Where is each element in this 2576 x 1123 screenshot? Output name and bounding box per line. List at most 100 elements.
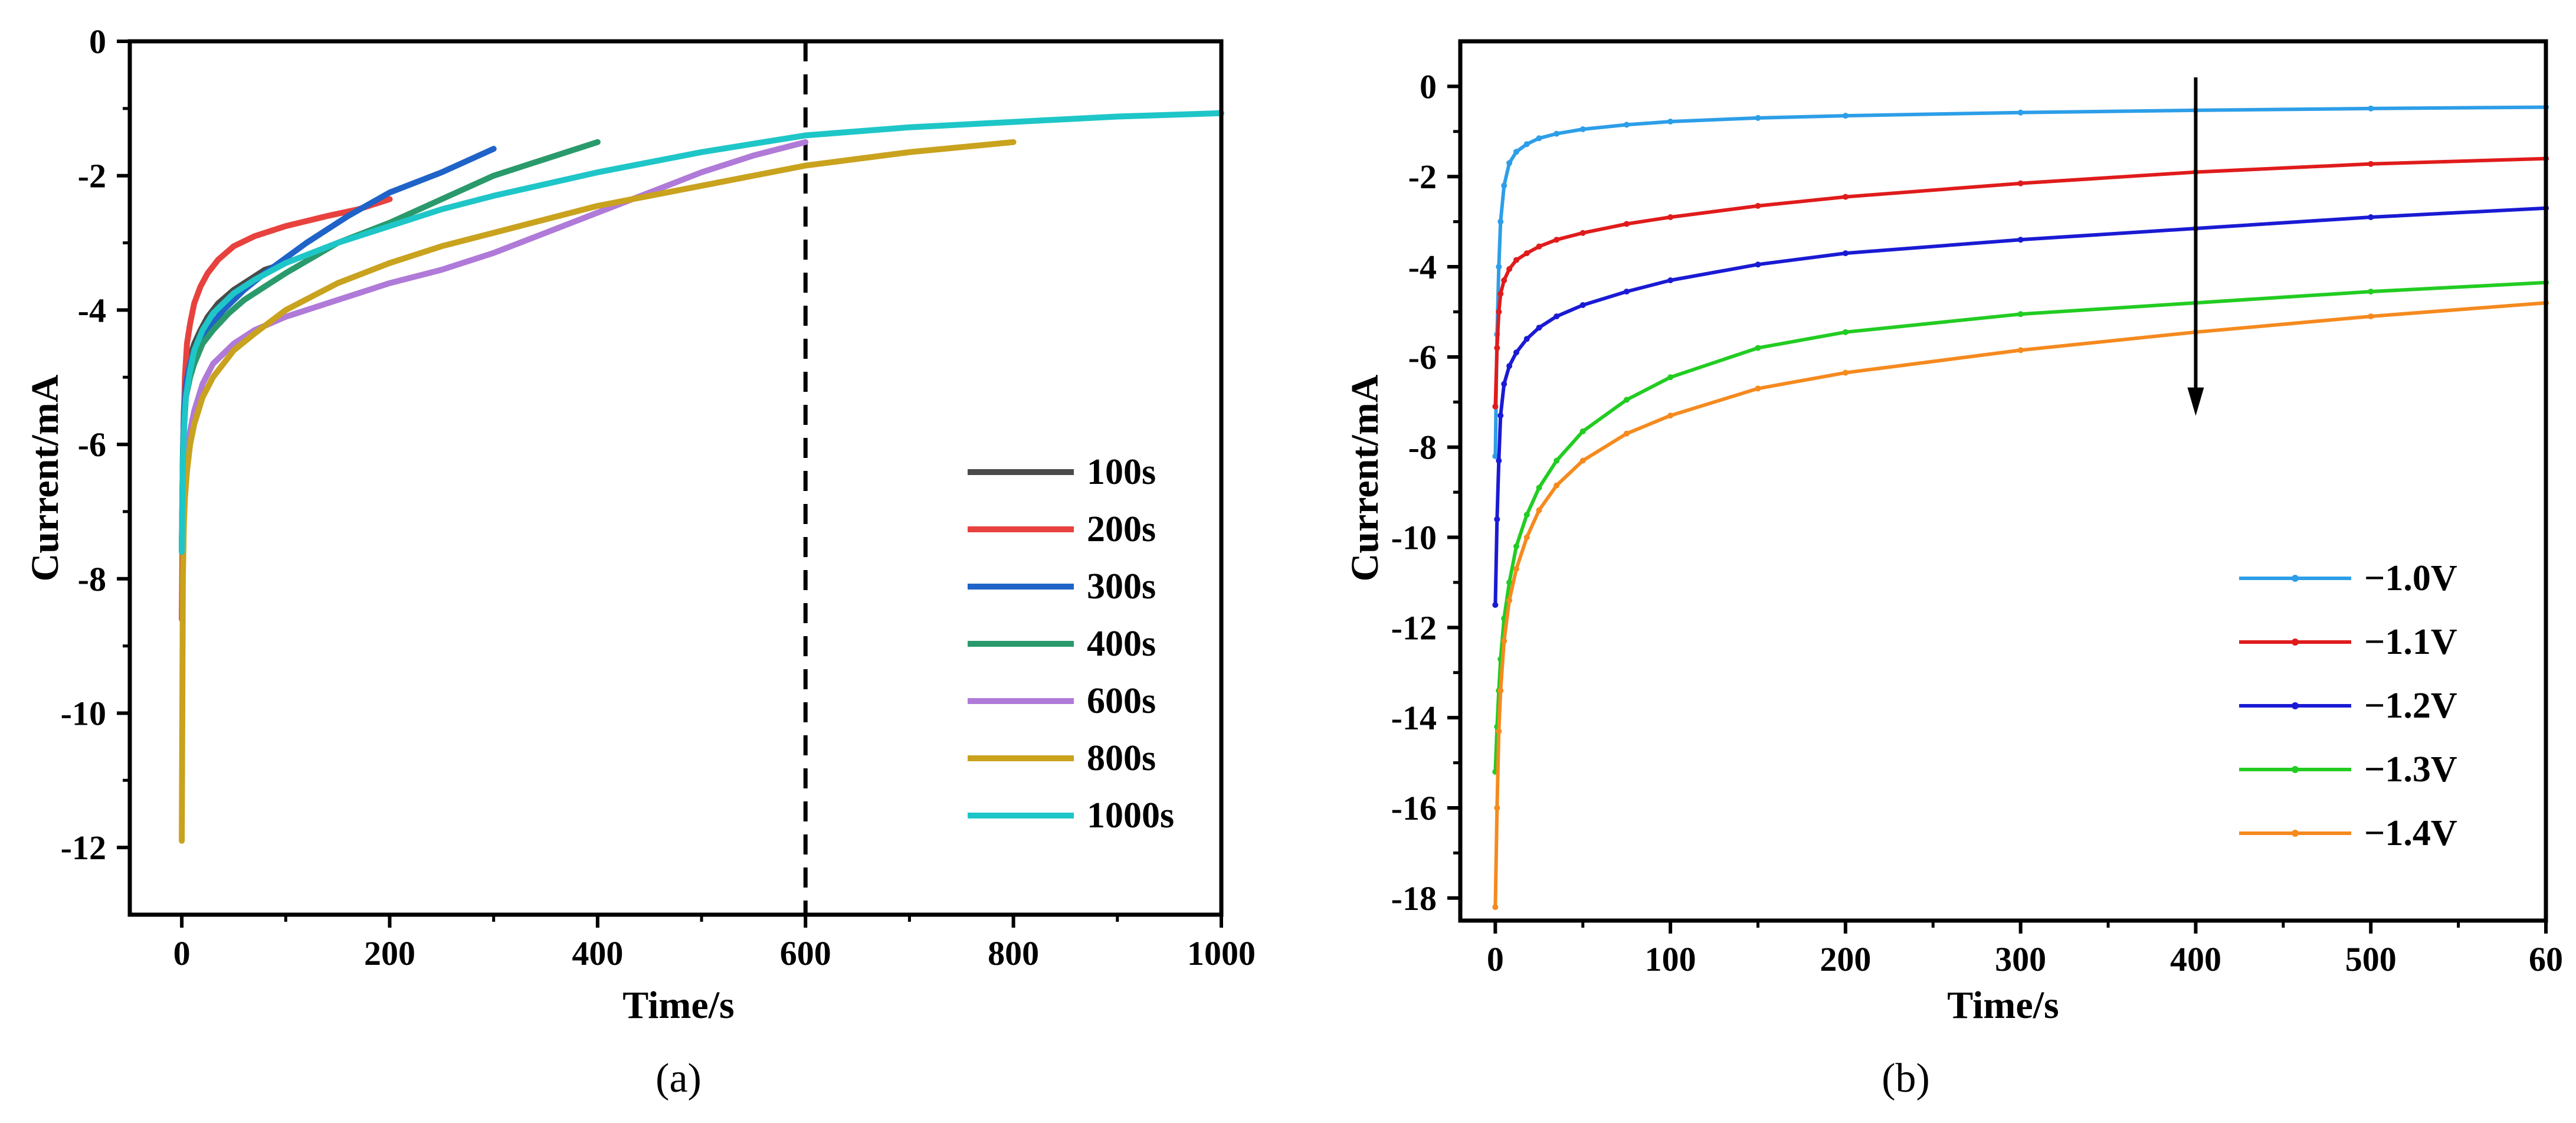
panel-a-x-axis: 0 200 400 600 800 1000: [173, 915, 1256, 973]
b-y-tick-label: -18: [1391, 879, 1437, 918]
b-series-point-0: [1536, 135, 1542, 142]
b-series-point-1: [1554, 237, 1560, 243]
b-legend-label-4: −1.4V: [2364, 813, 2457, 853]
b-legend-marker-1: [2292, 639, 2299, 646]
panel-b-arrow-head: [2187, 387, 2204, 416]
b-series-point-3: [2368, 289, 2374, 295]
b-series-point-0: [1554, 130, 1560, 137]
a-series-line-3: [179, 139, 601, 555]
b-series-point-0: [1755, 114, 1761, 121]
b-series-point-2: [1523, 336, 1530, 342]
b-series-point-4: [1497, 687, 1504, 694]
panel-a-legend: 100s 200s 300s 400s 600s 800s 1000s: [968, 452, 1174, 836]
a-legend-label-2: 300s: [1087, 567, 1156, 607]
b-series-point-1: [1536, 243, 1542, 250]
b-series-line-1: [1493, 156, 2548, 408]
b-x-tick-label: 300: [1995, 940, 2046, 978]
b-series-point-1: [1492, 403, 1499, 410]
panel-a-x-axis-title: Time/s: [622, 984, 734, 1027]
b-series-point-3: [1536, 484, 1542, 491]
panel-a-chart: 0 200 400 600 800 1000 0 -2 -4 -6 -8 -10 -12 Time/s…: [24, 22, 1256, 1101]
b-series-point-0: [1623, 122, 1630, 128]
b-legend-label-0: −1.0V: [2364, 558, 2457, 598]
a-series-line-5: [179, 139, 1017, 844]
b-series-point-2: [2368, 214, 2374, 220]
b-series-point-0: [1513, 149, 1519, 155]
a-legend-label-4: 600s: [1087, 681, 1156, 721]
b-series-line-0: [1493, 105, 2548, 458]
a-legend-label-6: 1000s: [1087, 795, 1174, 836]
b-series-point-0: [1497, 218, 1504, 225]
b-series-point-1: [1501, 277, 1507, 283]
panel-a-series-layer: [179, 110, 1224, 844]
b-x-tick-label: 100: [1645, 940, 1696, 978]
b-series-point-2: [1579, 302, 1586, 308]
b-legend-marker-2: [2292, 702, 2299, 709]
a-x-tick-label: 1000: [1187, 934, 1256, 973]
b-series-point-0: [1579, 126, 1586, 132]
panel-b-series-layer: [1492, 104, 2549, 911]
a-y-tick-label: -2: [78, 157, 106, 195]
panel-b-legend: −1.0V −1.1V −1.2V −1.3V −1.4V: [2239, 558, 2457, 853]
b-series-point-3: [1755, 345, 1761, 351]
b-y-tick-label: -2: [1408, 158, 1437, 196]
b-legend-marker-4: [2292, 830, 2299, 837]
panel-b-chart: 0 100 200 300 400 500 60 0 -2 -4 -6 -8 -10 -12 -14 -16…: [1343, 39, 2563, 1101]
b-series-point-3: [1842, 329, 1849, 335]
b-series-point-0: [1523, 141, 1530, 148]
b-series-point-2: [1842, 250, 1849, 257]
b-series-point-3: [1523, 512, 1530, 518]
b-y-tick-label: -10: [1391, 519, 1437, 557]
b-series-point-1: [1497, 290, 1504, 297]
a-legend-label-1: 200s: [1087, 509, 1156, 549]
b-series-point-2: [1513, 349, 1519, 356]
b-y-tick-label: -8: [1408, 428, 1437, 467]
a-x-tick-label: 800: [988, 934, 1039, 973]
b-series-point-2: [1667, 277, 1674, 283]
b-series-point-0: [1667, 119, 1674, 125]
panel-b-x-axis-title: Time/s: [1947, 984, 2059, 1027]
b-series-point-4: [1554, 482, 1560, 489]
b-legend-marker-3: [2292, 766, 2299, 773]
b-series-point-0: [1842, 113, 1849, 119]
b-series-point-2: [1554, 313, 1560, 320]
a-y-tick-label: -12: [61, 829, 106, 867]
panel-b-plot-frame: [1458, 39, 2548, 923]
b-series-point-3: [2017, 311, 2024, 317]
b-series-point-1: [1496, 309, 1502, 315]
b-series-point-2: [1494, 516, 1500, 522]
b-legend-label-2: −1.2V: [2364, 686, 2457, 726]
panel-b-y-axis-title: Current/mA: [1343, 374, 1387, 581]
b-series-point-1: [1579, 230, 1586, 236]
b-series-point-1: [1523, 250, 1530, 257]
b-y-tick-label: -6: [1408, 338, 1437, 376]
a-x-tick-label: 600: [780, 934, 831, 973]
a-x-tick-label: 400: [572, 934, 623, 973]
b-series-point-1: [2368, 161, 2374, 167]
b-series-point-1: [2017, 180, 2024, 186]
b-y-tick-label: 0: [1420, 67, 1437, 106]
b-series-point-4: [1579, 457, 1586, 464]
a-series-line-6: [179, 110, 1224, 555]
panel-a-y-axis-title: Current/mA: [24, 374, 67, 581]
a-x-tick-label: 200: [364, 934, 415, 973]
panel-b-x-axis: 0 100 200 300 400 500 60: [1487, 921, 2563, 978]
a-y-tick-label: -4: [78, 291, 106, 329]
b-series-point-4: [1523, 534, 1530, 541]
b-series-point-4: [1496, 728, 1502, 735]
b-series-point-2: [1755, 261, 1761, 268]
b-series-point-4: [1536, 507, 1542, 513]
b-series-point-1: [1513, 257, 1519, 263]
b-series-point-1: [1842, 194, 1849, 200]
b-series-point-4: [1842, 369, 1849, 376]
panel-a-plot-frame: [127, 39, 1224, 917]
b-y-tick-label: -14: [1391, 699, 1437, 737]
b-series-point-4: [1506, 597, 1513, 604]
b-y-tick-label: -4: [1408, 248, 1437, 286]
panel-b-caption: (b): [1882, 1056, 1930, 1101]
b-series-point-3: [1506, 579, 1513, 585]
b-series-point-0: [1506, 160, 1513, 166]
b-series-point-4: [1501, 638, 1507, 644]
b-series-point-0: [1496, 264, 1502, 270]
